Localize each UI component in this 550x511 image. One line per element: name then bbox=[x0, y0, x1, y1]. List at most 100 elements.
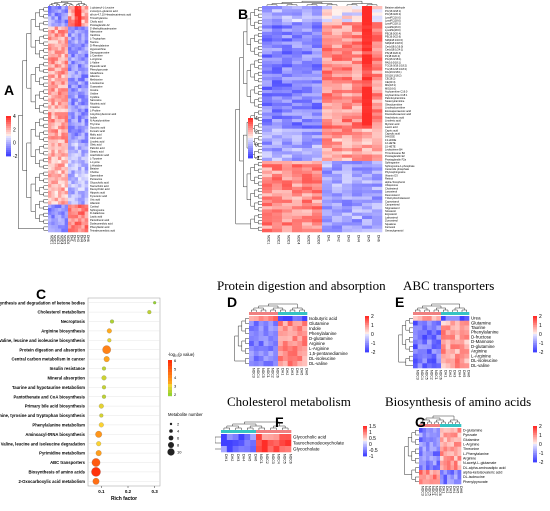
heatmap-e-cell bbox=[417, 325, 423, 331]
heatmap-f-col-label: NDC5 bbox=[282, 454, 286, 464]
heatmap-f-colorbar-segment bbox=[363, 432, 367, 434]
heatmap-b-cell bbox=[312, 41, 323, 46]
heatmap-b-cell bbox=[322, 44, 333, 49]
heatmap-b-cell bbox=[372, 180, 383, 184]
heatmap-b-cell bbox=[282, 112, 293, 117]
heatmap-a-cell bbox=[64, 149, 69, 154]
heatmap-d-cell bbox=[287, 331, 293, 337]
heatmap-b-cell bbox=[352, 148, 363, 152]
heatmap-a-cell bbox=[54, 12, 59, 17]
heatmap-b-cell bbox=[322, 64, 333, 68]
heatmap-a-cell bbox=[61, 142, 65, 147]
heatmap-b-cell bbox=[282, 106, 293, 110]
heatmap-b-cell bbox=[342, 122, 353, 126]
heatmap-e-group-annotation bbox=[455, 312, 460, 315]
heatmap-a-cell bbox=[78, 74, 82, 79]
heatmap-b-cell bbox=[332, 18, 343, 23]
heatmap-b-cell bbox=[372, 112, 383, 117]
heatmap-a-cell bbox=[48, 173, 52, 178]
heatmap-a-cell bbox=[78, 57, 82, 62]
heatmap-g-row-dendrogram bbox=[411, 469, 416, 480]
heatmap-d-col-label: DH3 bbox=[290, 368, 294, 375]
heatmap-g-group-annotation bbox=[457, 424, 462, 427]
bubble-chart-c-legend-p-swatch bbox=[168, 381, 172, 385]
heatmap-a-cell bbox=[68, 139, 72, 144]
heatmap-a-cell bbox=[71, 146, 75, 151]
heatmap-b-cell bbox=[272, 60, 283, 65]
heatmap-f-cell bbox=[279, 440, 286, 447]
heatmap-g-cell bbox=[436, 474, 441, 480]
panel-c-label: C bbox=[36, 286, 47, 302]
heatmap-b-cell bbox=[342, 9, 353, 13]
heatmap-a-cell bbox=[64, 64, 69, 68]
heatmap-a-cell bbox=[61, 64, 65, 68]
heatmap-e-cell bbox=[422, 316, 428, 322]
heatmap-a-cell bbox=[61, 50, 65, 55]
heatmap-e-cell bbox=[422, 330, 428, 336]
heatmap-b-cell bbox=[332, 47, 343, 52]
heatmap-b-row-label: PC(18:0/20:4) bbox=[385, 12, 401, 16]
heatmap-b-cell bbox=[292, 141, 303, 146]
heatmap-d-colorbar-tick: -2 bbox=[371, 350, 376, 356]
heatmap-a-cell bbox=[58, 166, 62, 171]
heatmap-e-cell bbox=[464, 316, 470, 322]
heatmap-a-cell bbox=[74, 228, 79, 233]
heatmap-a-cell bbox=[58, 60, 62, 65]
heatmap-d-group-annotation bbox=[282, 312, 288, 315]
heatmap-a-cell bbox=[48, 84, 52, 89]
heatmap-b-cell bbox=[342, 219, 353, 223]
heatmap-b-cell bbox=[262, 138, 273, 142]
heatmap-g-colorbar-segment bbox=[533, 451, 537, 454]
heatmap-b-cell bbox=[342, 222, 353, 226]
heatmap-a-cell bbox=[71, 64, 75, 68]
heatmap-a-cell bbox=[61, 156, 65, 161]
bubble-chart-c-pathway-label: Protein digestion and absorption bbox=[19, 347, 85, 352]
heatmap-g-colorbar-segment bbox=[533, 438, 537, 441]
heatmap-b-row-label: LysoPC(16:0) bbox=[385, 15, 401, 19]
heatmap-a-cell bbox=[74, 40, 79, 44]
heatmap-e-row-label: D-glutamine bbox=[471, 344, 495, 349]
heatmap-b-cell bbox=[332, 173, 343, 178]
heatmap-b-cell bbox=[322, 15, 333, 20]
heatmap-a-cell bbox=[78, 101, 82, 106]
heatmap-e-cell bbox=[455, 320, 460, 326]
heatmap-b-cell bbox=[292, 196, 303, 201]
heatmap-f-colorbar-segment bbox=[363, 427, 367, 430]
heatmap-a-row-label: Dodecanedioic acid bbox=[90, 221, 113, 225]
heatmap-a-cell bbox=[78, 160, 82, 164]
heatmap-a-cell bbox=[68, 190, 72, 195]
heatmap-d-row-label: Arginine bbox=[309, 341, 326, 346]
heatmap-a-cell bbox=[54, 214, 59, 219]
heatmap-f-row-label: Taurochenodeoxycholate bbox=[293, 441, 345, 446]
heatmap-a-cell bbox=[68, 194, 72, 199]
heatmap-b-cell bbox=[372, 77, 383, 81]
heatmap-a-cell bbox=[61, 221, 65, 226]
heatmap-a-cell bbox=[84, 12, 89, 17]
heatmap-b-cell bbox=[322, 99, 333, 104]
heatmap-b-cell bbox=[352, 193, 363, 197]
heatmap-a-cell bbox=[61, 91, 65, 96]
heatmap-a-cell bbox=[84, 190, 89, 195]
heatmap-b-cell bbox=[262, 222, 273, 226]
heatmap-a-cell bbox=[64, 146, 69, 151]
heatmap-e-cell bbox=[441, 363, 446, 369]
heatmap-a-row-dendrogram bbox=[26, 142, 31, 199]
heatmap-a-cell bbox=[48, 12, 52, 17]
heatmap-a-cell bbox=[71, 19, 75, 24]
heatmap-b-cell bbox=[312, 64, 323, 68]
heatmap-b-cell bbox=[332, 109, 343, 113]
heatmap-e-cell bbox=[436, 349, 442, 355]
heatmap-b-cell bbox=[332, 51, 343, 55]
heatmap-a-cell bbox=[71, 132, 75, 137]
heatmap-f-col-label: NDC1 bbox=[259, 454, 263, 464]
heatmap-b-cell bbox=[372, 89, 383, 94]
heatmap-d-cell bbox=[249, 336, 255, 342]
heatmap-a-cell bbox=[61, 105, 65, 110]
heatmap-d-cell bbox=[282, 356, 288, 362]
heatmap-g-cell bbox=[436, 428, 441, 433]
heatmap-b-cell bbox=[372, 106, 383, 110]
heatmap-b-cell bbox=[282, 35, 293, 39]
heatmap-b-cell bbox=[272, 170, 283, 175]
heatmap-a-cell bbox=[51, 9, 55, 14]
heatmap-a-cell bbox=[84, 60, 89, 65]
